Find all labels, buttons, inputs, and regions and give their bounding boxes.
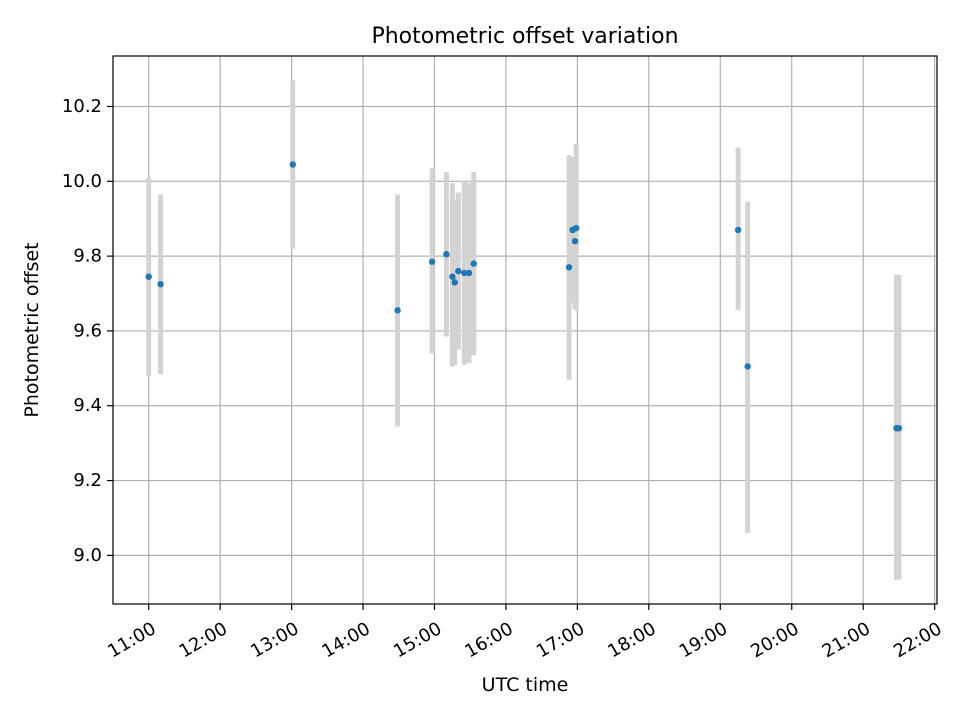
y-tick-label: 9.4 [73,395,102,416]
y-tick-label: 9.2 [73,470,102,491]
data-point [428,258,436,265]
data-point [449,273,456,280]
x-axis-title: UTC time [482,674,569,696]
grid-lines [113,56,937,604]
y-tick-label: 10.2 [62,96,102,117]
y-tick-label: 10.0 [62,171,102,192]
data-point [465,269,473,277]
data-point [470,260,477,267]
data-point [145,273,152,280]
data-points [145,161,903,432]
chart-title: Photometric offset variation [371,24,678,49]
y-axis-title: Photometric offset [21,242,43,417]
data-point [443,251,450,258]
data-point [394,307,401,314]
data-point [573,224,580,232]
data-point [461,269,468,277]
y-tick-label: 9.6 [73,320,102,341]
y-tick-label: 9.8 [73,246,102,267]
data-point [455,267,462,275]
data-point [565,264,573,271]
y-axis: 9.0 9.2 9.4 9.6 9.8 10.0 10.2 [62,96,113,566]
data-point [734,226,742,234]
data-point [451,279,458,286]
plot-frame [112,55,938,605]
data-point [895,424,903,432]
data-point [744,363,751,370]
data-point [571,237,579,245]
y-tick-label: 9.0 [73,545,102,566]
data-point [157,280,164,288]
data-point [289,161,297,168]
